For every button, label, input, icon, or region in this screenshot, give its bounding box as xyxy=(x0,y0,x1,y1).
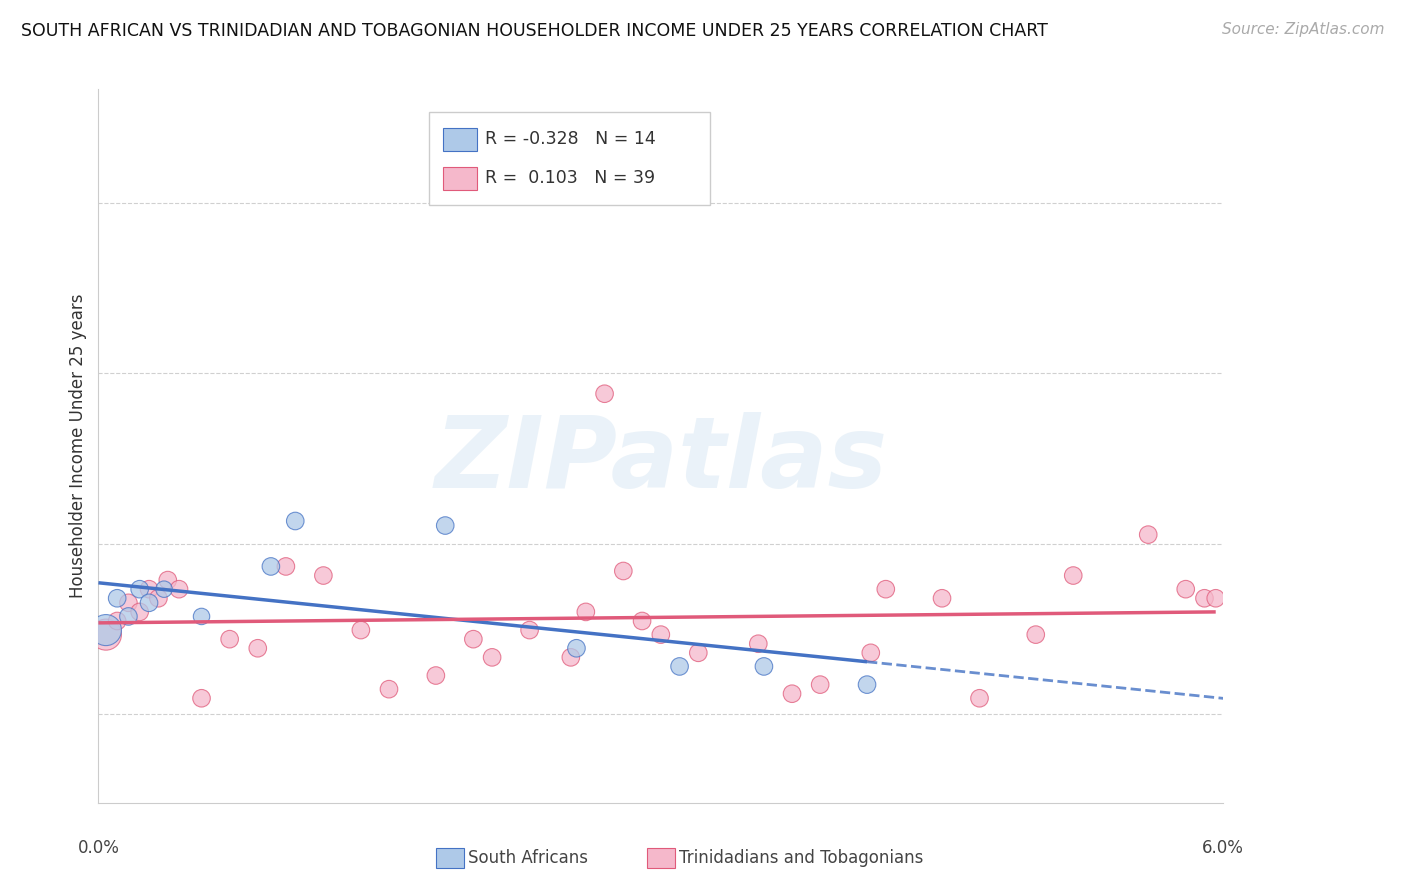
Point xyxy=(105,614,128,628)
Text: SOUTH AFRICAN VS TRINIDADIAN AND TOBAGONIAN HOUSEHOLDER INCOME UNDER 25 YEARS CO: SOUTH AFRICAN VS TRINIDADIAN AND TOBAGON… xyxy=(21,22,1047,40)
Point xyxy=(519,623,541,637)
Point xyxy=(631,614,654,628)
Point xyxy=(425,668,447,682)
Point xyxy=(575,605,598,619)
Point xyxy=(808,678,831,692)
Text: R =  0.103   N = 39: R = 0.103 N = 39 xyxy=(485,169,655,187)
Point xyxy=(1205,591,1227,606)
Point xyxy=(747,637,769,651)
Text: Source: ZipAtlas.com: Source: ZipAtlas.com xyxy=(1222,22,1385,37)
Point xyxy=(560,650,582,665)
Point xyxy=(856,678,879,692)
Point xyxy=(378,682,401,697)
Point xyxy=(593,386,616,401)
Point xyxy=(284,514,307,528)
Point xyxy=(218,632,240,647)
Point xyxy=(138,596,160,610)
Text: Trinidadians and Tobagonians: Trinidadians and Tobagonians xyxy=(679,849,924,867)
Point xyxy=(260,559,283,574)
Point xyxy=(1025,627,1047,641)
Point xyxy=(1137,527,1160,541)
Point xyxy=(148,591,170,606)
Point xyxy=(128,605,150,619)
Point xyxy=(117,609,139,624)
Point xyxy=(650,627,672,641)
Point xyxy=(274,559,297,574)
Point xyxy=(931,591,953,606)
Point xyxy=(117,596,139,610)
Point xyxy=(969,691,991,706)
Point xyxy=(153,582,176,597)
Point xyxy=(1194,591,1216,606)
Point xyxy=(612,564,634,578)
Text: R = -0.328   N = 14: R = -0.328 N = 14 xyxy=(485,130,655,148)
Point xyxy=(312,568,335,582)
Y-axis label: Householder Income Under 25 years: Householder Income Under 25 years xyxy=(69,293,87,599)
Point xyxy=(138,582,160,597)
Point xyxy=(463,632,485,647)
Text: ZIPatlas: ZIPatlas xyxy=(434,412,887,508)
Point xyxy=(350,623,373,637)
Point xyxy=(246,641,269,656)
Point xyxy=(434,518,457,533)
Point xyxy=(128,582,150,597)
Point xyxy=(94,623,117,637)
Point xyxy=(875,582,897,597)
Point xyxy=(1062,568,1084,582)
Point xyxy=(752,659,775,673)
Point xyxy=(167,582,190,597)
Point xyxy=(688,646,710,660)
Point xyxy=(668,659,690,673)
Text: 0.0%: 0.0% xyxy=(77,839,120,857)
Point xyxy=(190,691,212,706)
Text: 6.0%: 6.0% xyxy=(1202,839,1244,857)
Point xyxy=(105,591,128,606)
Point xyxy=(1174,582,1197,597)
Point xyxy=(94,627,117,641)
Point xyxy=(565,641,588,656)
Point xyxy=(780,687,803,701)
Point xyxy=(190,609,212,624)
Point xyxy=(859,646,882,660)
Point xyxy=(481,650,503,665)
Point xyxy=(156,573,179,587)
Text: South Africans: South Africans xyxy=(468,849,588,867)
